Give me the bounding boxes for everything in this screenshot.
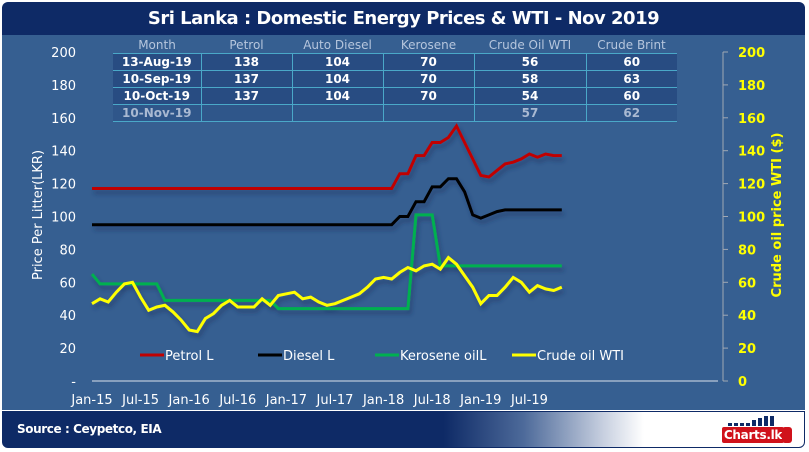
chart-title: Sri Lanka : Domestic Energy Prices & WTI… [2, 2, 805, 35]
y-tick-label: 60 [59, 276, 76, 291]
x-tick-label: Jul-17 [316, 393, 354, 408]
cell: 70 [382, 70, 475, 88]
y-tick-label: 180 [51, 79, 76, 94]
cell: 104 [291, 70, 384, 88]
cell [382, 104, 475, 122]
y2-tick-label: 140 [738, 145, 765, 160]
charts-lk-logo[interactable]: Charts.lk [722, 416, 794, 446]
y2-tick-label: 20 [738, 342, 756, 357]
x-tick-label: Jan-15 [70, 393, 112, 408]
y2-tick-label: 120 [738, 178, 765, 193]
series-line-crude-oil-wti [91, 255, 563, 334]
thumbs-up-icon [782, 427, 792, 443]
cell: 60 [585, 53, 677, 71]
cell [291, 104, 384, 122]
x-tick-label: Jul-18 [413, 393, 451, 408]
logo-text: Charts.lk [722, 427, 784, 443]
y-tick-label: 40 [59, 309, 76, 324]
y-tick-label: 120 [51, 178, 76, 193]
table-row: 10-Sep-19 137 104 70 58 63 [113, 70, 677, 88]
cell: 60 [585, 87, 677, 105]
y-tick-label: 160 [51, 112, 76, 127]
price-table: Month Petrol Auto Diesel Kerosene Crude … [113, 37, 677, 122]
x-tick-label: Jul-19 [510, 393, 548, 408]
cell: 63 [585, 70, 677, 88]
series-line-diesel-l [92, 177, 562, 227]
y2-tick-label: 40 [738, 309, 756, 324]
table-row: 10-Nov-19 57 62 [113, 104, 677, 122]
col-month: Month [138, 38, 176, 52]
logo-bars-icon [728, 416, 774, 426]
y2-axis-label: Crude oil price WTI ($) [770, 133, 785, 298]
legend-label: Crude oil WTI [537, 349, 624, 364]
source-text: Source : Ceypetco, EIA [17, 422, 162, 436]
cell: 10-Nov-19 [113, 104, 202, 122]
col-wti: Crude Oil WTI [488, 38, 572, 52]
cell: 10-Sep-19 [113, 70, 202, 88]
col-brent: Crude Brint [597, 38, 666, 52]
series-line-kerosene-oill [90, 213, 562, 311]
cell: 137 [200, 70, 293, 88]
x-tick-label: Jan-18 [362, 393, 404, 408]
y-axis-label: Price Per Litter(LKR) [31, 150, 46, 280]
col-diesel: Auto Diesel [303, 38, 372, 52]
legend-label: Petrol L [165, 349, 214, 364]
table-header-row: Month Petrol Auto Diesel Kerosene Crude … [113, 37, 677, 54]
y2-tick-label: 160 [738, 112, 765, 127]
col-kerosene: Kerosene [400, 38, 457, 52]
y-tick-label: 200 [51, 46, 76, 61]
x-tick-label: Jan-19 [459, 393, 501, 408]
y-tick-label: - [71, 375, 76, 390]
y2-tick-label: 100 [738, 211, 765, 226]
cell: 58 [473, 70, 587, 88]
series-line-petrol-l [92, 123, 562, 190]
y-tick-label: 140 [51, 145, 76, 160]
legend-label: Diesel L [283, 349, 335, 364]
x-tick-label: Jan-16 [168, 393, 210, 408]
footer-bar: Source : Ceypetco, EIA Charts.lk [2, 411, 805, 448]
y-tick-label: 80 [59, 243, 76, 258]
y2-tick-label: 0 [738, 375, 747, 390]
y-tick-label: 20 [59, 342, 76, 357]
x-tick-label: Jan-17 [265, 393, 307, 408]
cell: 62 [585, 104, 677, 122]
y2-tick-label: 200 [738, 46, 765, 61]
x-tick-label: Jul-15 [121, 393, 159, 408]
cell: 104 [291, 87, 384, 105]
cell: 137 [200, 87, 293, 105]
y2-tick-label: 60 [738, 276, 756, 291]
col-petrol: Petrol [229, 38, 264, 52]
y2-tick-label: 80 [738, 243, 756, 258]
y2-tick-label: 180 [738, 79, 765, 94]
y-tick-label: 100 [51, 211, 76, 226]
cell: 57 [473, 104, 587, 122]
x-tick-label: Jul-16 [218, 393, 256, 408]
legend-label: Kerosene oilL [400, 349, 487, 364]
